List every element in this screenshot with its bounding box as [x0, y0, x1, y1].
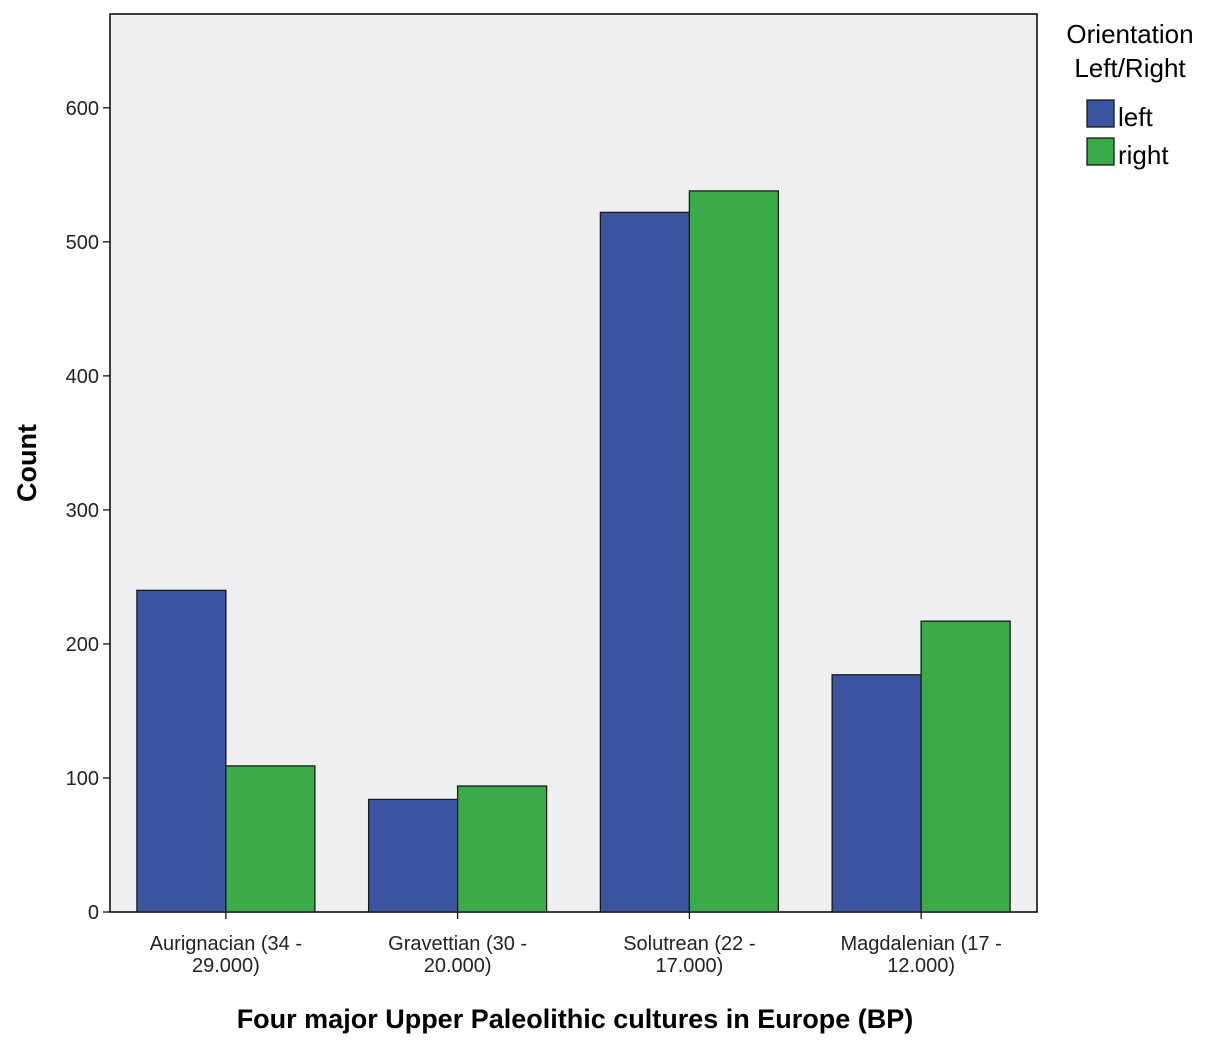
x-axis: Aurignacian (34 -29.000) Gravettian (30 -… [150, 912, 1002, 977]
y-tick-label: 600 [66, 98, 99, 120]
legend-title-line-2: Left/Right [1074, 53, 1186, 83]
bar-left-2 [367, 798, 459, 913]
bar-left-4 [831, 674, 922, 913]
legend-title-line-1: Orientation [1066, 19, 1193, 49]
x-tick-label: 20.000) [424, 955, 492, 977]
bars [136, 190, 1011, 913]
x-tick-label: 12.000) [887, 955, 955, 977]
x-tick-label: Aurignacian (34 - [150, 933, 302, 955]
legend: Orientation Left/Right left right [1066, 19, 1193, 170]
y-tick-label: 500 [66, 232, 99, 254]
legend-swatch-left [1086, 99, 1115, 128]
bar-left-1 [136, 589, 227, 913]
x-tick-label: Gravettian (30 - [388, 933, 527, 955]
y-tick-label: 300 [66, 500, 99, 522]
bar-right-3 [688, 190, 780, 913]
y-tick-label: 100 [66, 768, 99, 790]
bar-right-2 [456, 785, 548, 913]
bar-left-3 [599, 211, 691, 913]
legend-label-left: left [1118, 102, 1153, 132]
y-tick-label: 200 [66, 634, 99, 656]
y-tick-label: 0 [88, 902, 99, 924]
bar-right-4 [920, 620, 1011, 913]
legend-swatch-right [1086, 137, 1115, 166]
bar-right-1 [225, 765, 316, 913]
legend-label-right: right [1118, 140, 1169, 170]
x-tick-label: 17.000) [655, 955, 723, 977]
y-tick-label: 400 [66, 366, 99, 388]
y-axis: 0 100 200 300 400 500 600 [66, 98, 110, 924]
x-tick-label: Magdalenian (17 - [841, 933, 1002, 955]
x-axis-title: Four major Upper Paleolithic cultures in… [237, 1004, 914, 1034]
x-tick-label: Solutrean (22 - [623, 933, 755, 955]
y-axis-title: Count [12, 424, 42, 502]
x-tick-label: 29.000) [192, 955, 260, 977]
